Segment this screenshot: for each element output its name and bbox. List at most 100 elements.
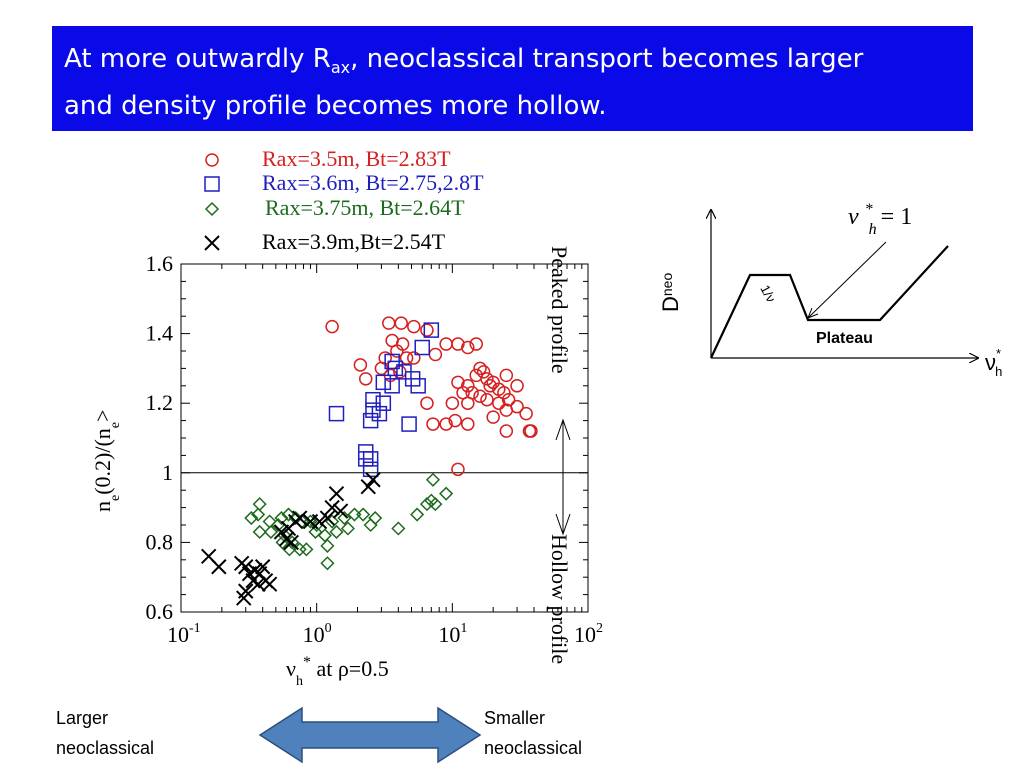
data-point-x [332,503,349,519]
schematic-pointer-head [807,307,819,319]
data-point-x [211,559,227,575]
hollow-profile-label: Hollow profile [547,534,572,664]
data-point-x [365,472,381,488]
data-point-x [250,576,266,592]
data-point-circle [461,379,475,393]
data-point-diamond [244,510,259,526]
data-point-circle [497,386,511,400]
data-point-diamond [308,524,323,540]
data-point-diamond [329,524,344,540]
schematic-equation: ν * h = 1 [848,201,912,238]
data-point-diamond [337,510,352,526]
data-point-circle [499,424,514,438]
data-point-x [360,479,376,495]
data-point-x [319,510,336,526]
data-point-circle [399,351,414,365]
schematic-curve [710,245,949,359]
data-point-square [423,322,440,338]
y-tick-label: 1 [162,460,173,485]
data-point-circle [461,396,475,410]
slide-title: At more outwardly Rax, neoclassical tran… [52,26,973,131]
y-tick-label: 0.6 [146,599,174,624]
larger-label-line2: neoclassical [56,738,154,758]
data-point-square [414,339,430,356]
data-point-square [362,451,379,467]
data-point-circle [483,379,497,393]
title-line-1: At more outwardly Rax, neoclassical tran… [64,44,864,78]
data-point-square [401,416,417,432]
data-point-x [328,485,345,502]
data-point-diamond [288,510,303,526]
data-point-circle [407,351,421,365]
data-point-x [236,590,252,606]
data-point-x [261,576,278,592]
data-point-diamond [263,524,278,540]
x-tick-label: 101 [438,621,467,647]
data-point-square [375,374,392,391]
legend-label: Rax=3.9m,Bt=2.54T [262,229,446,254]
axis-ticks [180,263,588,613]
data-point-square [410,378,426,394]
data-point-circle [501,392,516,407]
data-point-diamond [391,521,406,536]
data-point-circle [448,413,462,428]
data-point-circle [353,358,368,372]
data-point-circle [451,337,465,351]
legend-marker-circle [205,153,219,167]
data-point-diamond [368,510,383,526]
data-point-circle [486,410,500,424]
y-tick-label: 1.4 [146,321,174,346]
data-point-diamond [252,524,267,540]
data-point-diamond [281,507,296,522]
larger-label-line1: Larger [56,708,108,728]
data-point-circle [439,337,453,351]
data-point-circle [473,389,487,403]
data-point-square [362,461,379,478]
y-tick-label: 1.2 [146,390,174,415]
data-point-x [238,559,254,575]
legend-marker-diamond [204,201,220,217]
data-point-circle [473,361,487,376]
data-point-diamond [340,521,355,536]
data-point-diamond [251,507,266,522]
legend-marker-x [204,235,220,251]
data-point-x [283,534,299,551]
data-point-x [311,513,328,530]
data-point-circle [499,368,514,383]
tick-labels: 0.6 0.8 1 1.2 1.4 1.6 10-1 100 101 102 [146,251,604,647]
data-point-diamond [320,538,335,553]
schematic-y-label: Dneo [658,273,683,312]
data-point-circle [439,417,453,431]
y-axis-label: ne(0.2)/(ne> [90,410,123,512]
data-point-circle [420,396,434,410]
x-tick-label: 100 [303,621,332,647]
data-point-square [328,405,345,422]
data-point-diamond [425,472,441,487]
data-point-x [292,510,308,526]
x-axis-label: νh* at ρ=0.5 [286,654,389,689]
data-point-x [254,559,271,575]
data-point-circle [426,417,440,431]
x-tick-label: 10-1 [167,621,201,647]
data-point-circle [451,462,465,477]
data-point-diamond [274,510,289,526]
data-point-circle [428,347,443,362]
data-point-square [362,412,379,429]
data-point-circle [510,399,524,414]
data-point-circle [451,375,465,390]
data-point-diamond [428,497,443,512]
data-point-circle [480,392,494,407]
data-point-diamond [299,542,314,557]
data-point-circle [510,379,524,393]
data-point-circle [420,323,434,337]
legend-label: Rax=3.75m, Bt=2.64T [265,195,465,220]
data-point-diamond [275,535,290,550]
x-tick-label: 102 [574,621,603,647]
legend-label: Rax=3.5m, Bt=2.83T [262,146,451,171]
data-point-diamond [320,556,335,571]
data-point-circle [492,396,506,410]
data-point-circle [519,406,533,421]
data-point-square [384,378,400,394]
schematic-plot: Plateau 1/ν Dneo ν* h ν * h = 1 [658,201,1002,379]
